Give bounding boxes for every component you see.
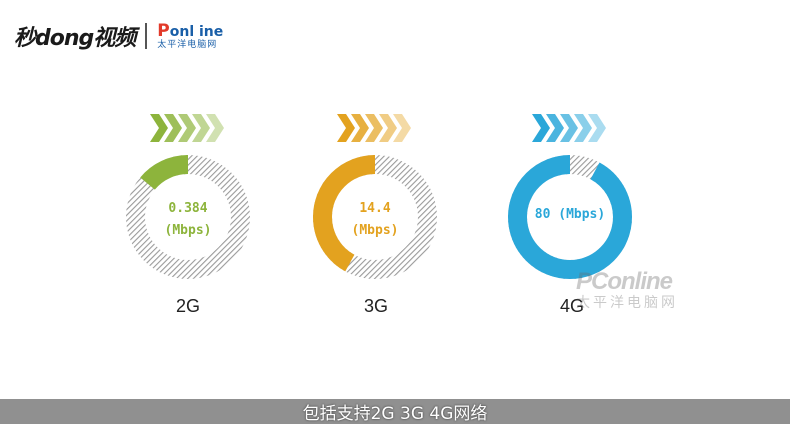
chevron-icon	[365, 114, 383, 142]
logo-separator	[145, 23, 148, 49]
chevron-icon	[379, 114, 397, 142]
chevron-icon	[178, 114, 196, 142]
chevron-arrows-icon	[337, 114, 411, 142]
gauge-4g-graphic	[508, 114, 632, 279]
chevron-icon	[150, 114, 168, 142]
gauge-3g-value: 14.4 (Mbps)	[305, 198, 445, 242]
chevron-arrows-icon	[532, 114, 606, 142]
chevron-icon	[206, 114, 224, 142]
gauge-2g-value-number: 0.384	[168, 201, 208, 216]
pconline-logo: Ponl ine 太平洋电脑网	[157, 20, 224, 50]
subtitle-text: 包括支持2G 3G 4G网络	[302, 404, 488, 424]
gauge-fill-arc	[508, 155, 632, 279]
chevron-arrows-icon	[150, 114, 224, 142]
gauge-3g: 14.4 (Mbps)	[305, 110, 445, 290]
chevron-icon	[560, 114, 578, 142]
gauge-fill-arc	[126, 155, 250, 279]
gauge-3g-graphic	[313, 114, 437, 279]
chevron-icon	[337, 114, 355, 142]
chevron-icon	[532, 114, 550, 142]
gauge-4g-value: 80 (Mbps)	[500, 204, 640, 226]
gauge-2g-value: 0.384 (Mbps)	[118, 198, 258, 242]
gauge-4g-label: 4G	[559, 296, 584, 316]
miaodong-logo: 秒dong视频	[14, 26, 136, 51]
chevron-icon	[164, 114, 182, 142]
chevron-icon	[393, 114, 411, 142]
watermark-sub: 太平洋电脑网	[576, 294, 678, 310]
watermark-main: PConline	[576, 268, 673, 295]
gauge-3g-label: 3G	[363, 296, 388, 316]
pconline-watermark: PConline 太平洋电脑网	[576, 268, 678, 312]
gauge-2g: 0.384 (Mbps)	[118, 110, 258, 290]
chevron-icon	[574, 114, 592, 142]
chevron-icon	[546, 114, 564, 142]
gauge-fill-arc	[313, 155, 437, 279]
chevron-icon	[351, 114, 369, 142]
pconline-logo-p: P	[157, 20, 170, 41]
gauge-2g-label: 2G	[175, 296, 200, 316]
logo-area: 秒dong视频 Ponl ine 太平洋电脑网	[14, 14, 223, 58]
chevron-icon	[588, 114, 606, 142]
gauge-4g: 80 (Mbps)	[500, 110, 640, 290]
gauge-4g-value-number: 80 (Mbps)	[534, 207, 606, 222]
pconline-logo-text: Ponl ine	[157, 20, 224, 41]
gauge-3g-value-number: 14.4	[359, 201, 391, 216]
pconline-logo-main: onl ine	[169, 23, 224, 40]
gauge-3g-value-unit: (Mbps)	[351, 223, 399, 238]
subtitle-bar: 包括支持2G 3G 4G网络	[0, 399, 790, 424]
chevron-icon	[192, 114, 210, 142]
pconline-logo-sub: 太平洋电脑网	[157, 39, 218, 50]
gauge-2g-value-unit: (Mbps)	[164, 223, 212, 238]
gauge-2g-graphic	[126, 114, 250, 279]
